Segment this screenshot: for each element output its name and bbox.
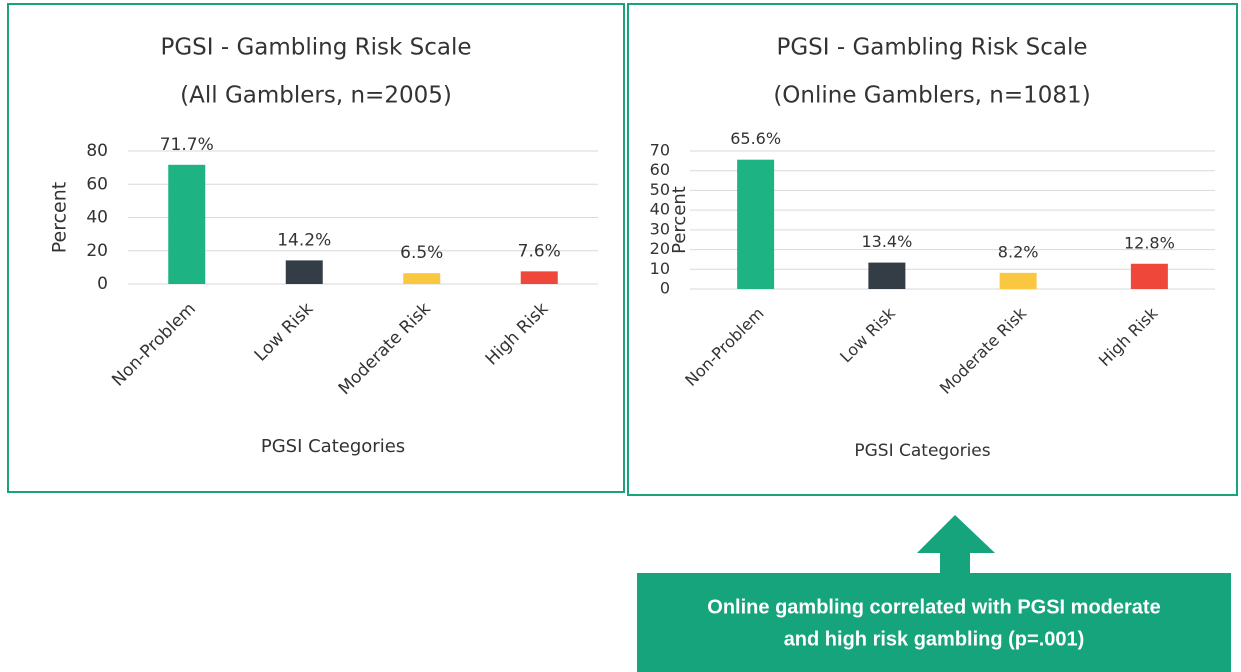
data-label: 6.5% xyxy=(400,243,443,263)
y-tick-label: 0 xyxy=(97,274,108,294)
bar xyxy=(168,164,206,284)
data-label: 14.2% xyxy=(277,230,331,250)
y-tick-label: 10 xyxy=(650,259,670,278)
x-tick-label: High Risk xyxy=(1095,303,1162,370)
bar xyxy=(520,271,558,284)
data-label: 8.2% xyxy=(998,242,1039,261)
y-tick-label: 30 xyxy=(650,219,670,238)
data-label: 71.7% xyxy=(160,135,214,155)
data-label: 13.4% xyxy=(861,232,912,251)
x-tick-label: Low Risk xyxy=(251,299,318,366)
bar xyxy=(1130,263,1168,289)
callout-box xyxy=(637,573,1231,672)
callout-text: and high risk gambling (p=.001) xyxy=(784,628,1085,650)
data-label: 65.6% xyxy=(730,129,781,148)
y-tick-label: 40 xyxy=(86,208,108,228)
chart-title: PGSI - Gambling Risk Scale xyxy=(776,35,1087,61)
x-tick-label: Low Risk xyxy=(836,303,899,366)
x-tick-label: Moderate Risk xyxy=(936,303,1031,398)
y-tick-label: 20 xyxy=(650,239,670,258)
y-axis-label: Percent xyxy=(669,186,690,254)
y-tick-label: 0 xyxy=(660,279,670,298)
arrow xyxy=(917,515,995,575)
y-tick-label: 20 xyxy=(86,241,108,261)
x-axis-label: PGSI Categories xyxy=(261,436,405,457)
bar xyxy=(999,272,1037,289)
y-tick-label: 40 xyxy=(650,200,670,219)
y-tick-label: 50 xyxy=(650,180,670,199)
chart-subtitle: (All Gamblers, n=2005) xyxy=(180,83,452,109)
callout-text: Online gambling correlated with PGSI mod… xyxy=(707,596,1160,618)
chart-frame xyxy=(7,3,625,493)
data-label: 12.8% xyxy=(1124,233,1175,252)
y-axis-label: Percent xyxy=(49,182,71,254)
x-tick-label: High Risk xyxy=(482,299,553,370)
chart-subtitle: (Online Gamblers, n=1081) xyxy=(773,83,1090,109)
data-label: 7.6% xyxy=(518,241,561,261)
y-tick-label: 60 xyxy=(650,160,670,179)
y-tick-label: 80 xyxy=(86,141,108,161)
x-tick-label: Non-Problem xyxy=(681,304,767,390)
bar xyxy=(403,273,441,284)
chart-title: PGSI - Gambling Risk Scale xyxy=(160,35,471,61)
bar xyxy=(737,159,775,289)
x-axis-label: PGSI Categories xyxy=(854,441,990,461)
x-tick-label: Non-Problem xyxy=(108,299,200,391)
y-tick-label: 60 xyxy=(86,174,108,194)
y-tick-label: 70 xyxy=(650,141,670,160)
chart-frame xyxy=(627,3,1238,496)
bar xyxy=(285,260,323,284)
bar xyxy=(868,262,906,289)
x-tick-label: Moderate Risk xyxy=(335,299,435,399)
